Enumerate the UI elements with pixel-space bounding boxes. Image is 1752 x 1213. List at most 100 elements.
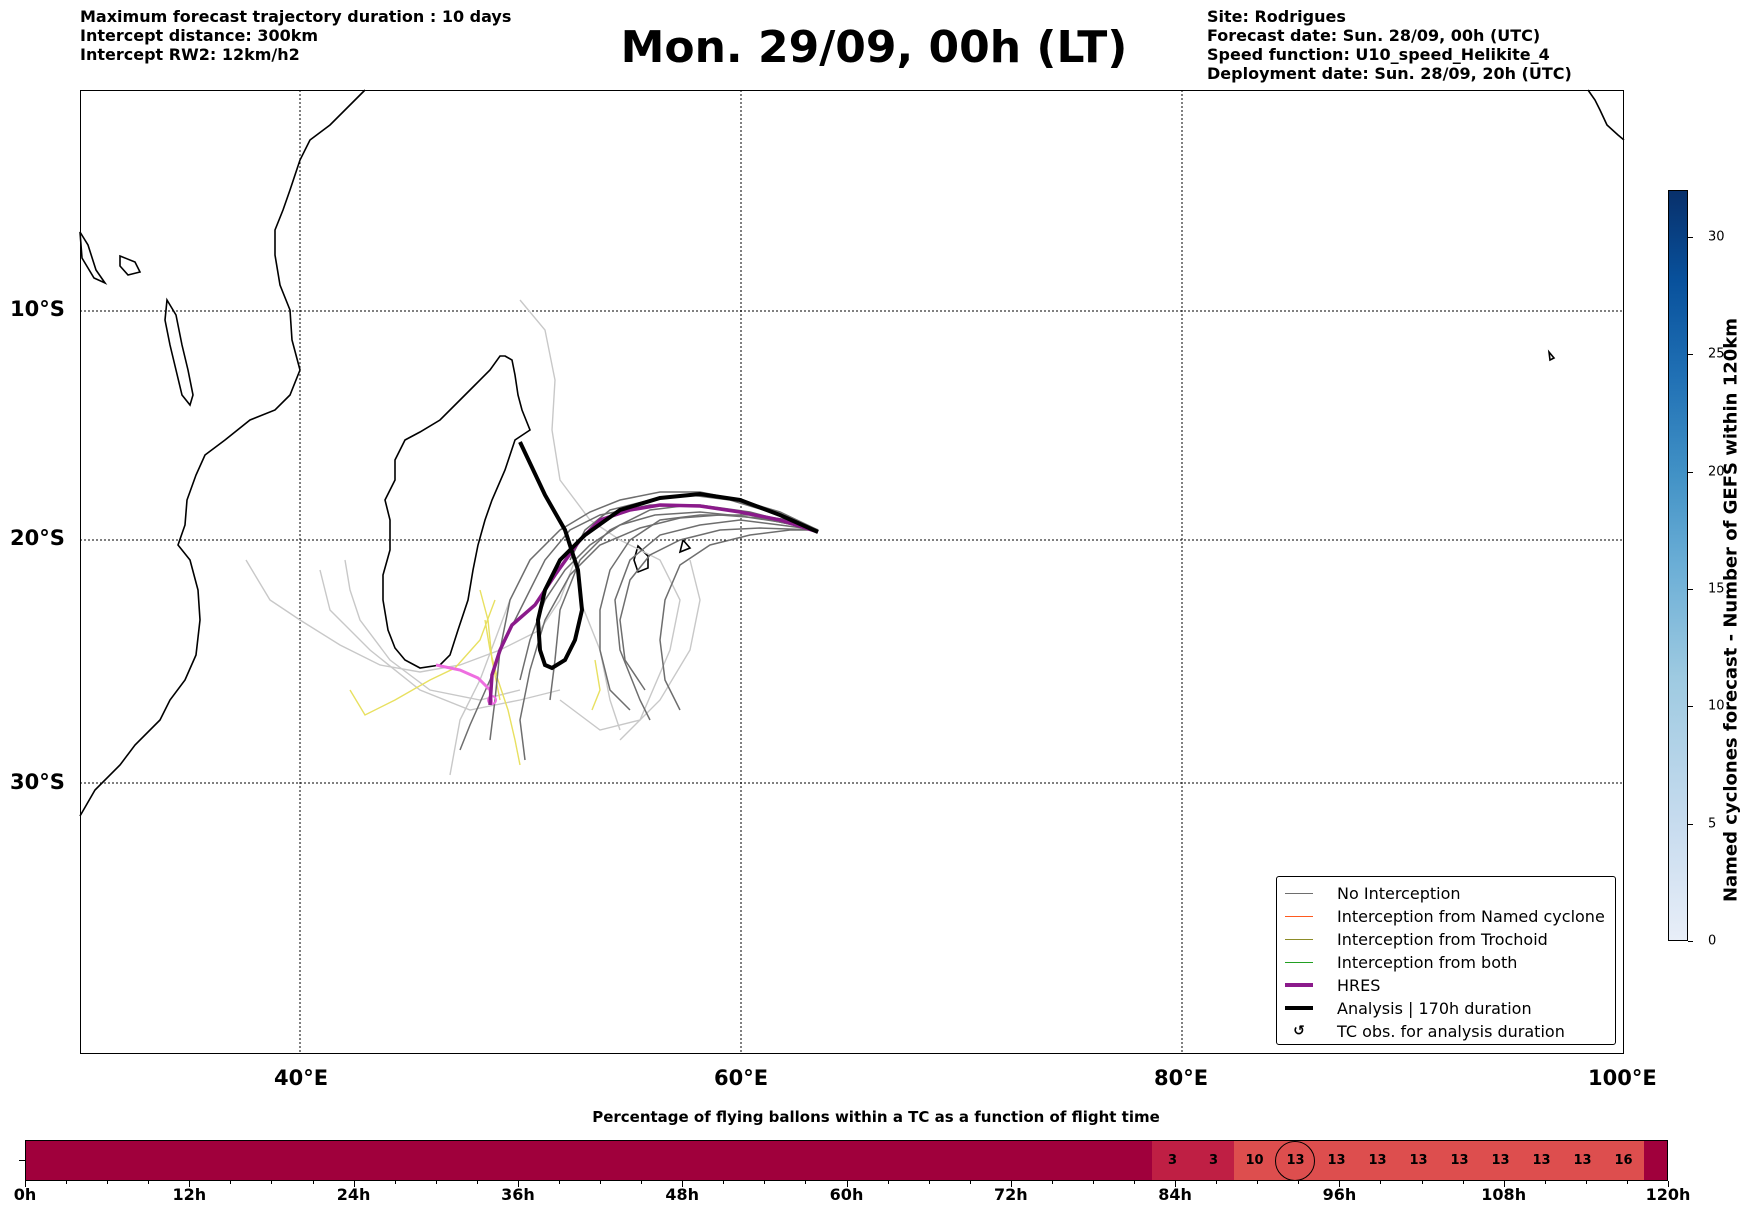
header-right: Site: Rodrigues Forecast date: Sun. 28/0… bbox=[1207, 7, 1572, 83]
legend-item-named-cyclone: Interception from Named cyclone bbox=[1285, 905, 1605, 927]
legend-label: Interception from Trochoid bbox=[1337, 929, 1548, 949]
timeline-tick-mark bbox=[1462, 1181, 1464, 1184]
forecast-date-text: Forecast date: Sun. 28/09, 00h (UTC) bbox=[1207, 26, 1541, 45]
timeline-tick-mark bbox=[1134, 1181, 1136, 1184]
lon-label-100e: 100°E bbox=[1588, 1066, 1657, 1090]
timeline-tick-mark bbox=[805, 1181, 807, 1184]
timeline-tick-mark bbox=[723, 1181, 725, 1184]
timeline-cell-value: 3 bbox=[1167, 1153, 1178, 1168]
timeline-tick-label: 108h bbox=[1481, 1185, 1527, 1204]
lon-label-60e: 60°E bbox=[714, 1066, 769, 1090]
timeline-tick-mark bbox=[846, 1181, 848, 1187]
colorbar-tick-mark bbox=[1688, 588, 1693, 590]
timeline-cell: 13 bbox=[1357, 1141, 1398, 1180]
timeline-tick-mark bbox=[1626, 1181, 1628, 1184]
island-2 bbox=[119, 254, 142, 276]
timeline-tick-mark bbox=[1544, 1181, 1546, 1184]
timeline-tick-mark bbox=[1092, 1181, 1094, 1184]
top-right-coast bbox=[1587, 89, 1625, 141]
colorbar-tick-label: 25 bbox=[1708, 346, 1725, 362]
deployment-date-text: Deployment date: Sun. 28/09, 20h (UTC) bbox=[1207, 64, 1572, 83]
legend-swatch-gray bbox=[1285, 892, 1313, 894]
legend-item-both: Interception from both bbox=[1285, 951, 1517, 973]
colorbar-tick-mark bbox=[1688, 941, 1693, 942]
timeline-tick-mark bbox=[1216, 1181, 1218, 1184]
colorbar-tick-label: 10 bbox=[1708, 698, 1725, 714]
timeline-tick-mark bbox=[66, 1181, 68, 1184]
timeline-cell: 3 bbox=[1193, 1141, 1234, 1180]
page-title: Mon. 29/09, 00h (LT) bbox=[620, 22, 1128, 73]
madagascar-coast bbox=[382, 355, 531, 669]
timeline-tick-mark bbox=[764, 1181, 766, 1184]
africa-coast bbox=[79, 89, 366, 817]
timeline-bar: 3 3 10 13 13 13 13 13 13 13 13 16 bbox=[25, 1140, 1668, 1181]
legend-swatch-orange bbox=[1285, 915, 1313, 917]
timeline-current-marker bbox=[1275, 1141, 1315, 1181]
timeline-cell: 13 bbox=[1521, 1141, 1562, 1180]
timeline-tick-mark bbox=[558, 1181, 560, 1184]
colorbar-tick-mark bbox=[1688, 236, 1693, 238]
colorbar-tick-label: 15 bbox=[1708, 581, 1725, 597]
header-left: Maximum forecast trajectory duration : 1… bbox=[80, 7, 511, 64]
colorbar-tick-mark bbox=[1688, 823, 1693, 825]
legend-item-tc-obs: ↺ TC obs. for analysis duration bbox=[1285, 1020, 1565, 1042]
colorbar-tick-label: 5 bbox=[1708, 816, 1717, 832]
legend-swatch-purple bbox=[1285, 983, 1313, 987]
lake-malawi bbox=[164, 297, 194, 407]
timeline-cell-value: 13 bbox=[1368, 1153, 1387, 1168]
timeline-tick-mark bbox=[641, 1181, 643, 1184]
timeline-cell: 13 bbox=[1398, 1141, 1439, 1180]
legend-item-trochoid: Interception from Trochoid bbox=[1285, 928, 1548, 950]
legend-swatch-green bbox=[1285, 961, 1313, 963]
timeline-cell-value: 13 bbox=[1491, 1153, 1510, 1168]
trajectories-light bbox=[245, 299, 701, 776]
timeline-tick-mark bbox=[1421, 1181, 1423, 1184]
timeline-tick-label: 96h bbox=[1322, 1185, 1357, 1204]
trajectories-yellow bbox=[349, 589, 601, 766]
site-text: Site: Rodrigues bbox=[1207, 7, 1346, 26]
map-frame bbox=[80, 90, 1624, 1054]
timeline-tick-mark bbox=[189, 1181, 191, 1187]
timeline-tick-mark bbox=[1010, 1181, 1012, 1187]
timeline-tick-label: 0h bbox=[13, 1185, 37, 1204]
timeline-cell: 13 bbox=[1562, 1141, 1603, 1180]
timeline-tick-mark bbox=[969, 1181, 971, 1184]
colorbar-tick-label: 0 bbox=[1708, 933, 1717, 949]
timeline-caption: Percentage of flying ballons within a TC… bbox=[592, 1108, 1160, 1126]
timeline-tick-mark bbox=[1175, 1181, 1177, 1187]
legend-label: HRES bbox=[1337, 975, 1381, 995]
timeline-tick-mark bbox=[476, 1181, 478, 1184]
timeline-tick-label: 72h bbox=[993, 1185, 1028, 1204]
timeline-tick-mark bbox=[600, 1181, 602, 1184]
colorbar-tick-mark bbox=[1688, 471, 1693, 473]
timeline-tick-mark bbox=[1257, 1181, 1259, 1184]
timeline-tick-mark bbox=[887, 1181, 889, 1184]
timeline-tick-mark bbox=[312, 1181, 314, 1184]
timeline-tick-mark bbox=[1503, 1181, 1505, 1187]
timeline-tick-mark bbox=[353, 1181, 355, 1187]
speed-function-text: Speed function: U10_speed_Helikite_4 bbox=[1207, 45, 1550, 64]
timeline-tick-mark bbox=[107, 1181, 109, 1184]
colorbar-tick-mark bbox=[1688, 706, 1693, 708]
lon-label-40e: 40°E bbox=[274, 1066, 329, 1090]
legend-label: Interception from both bbox=[1337, 952, 1518, 972]
colorbar bbox=[1668, 190, 1688, 941]
timeline-cell: 13 bbox=[1480, 1141, 1521, 1180]
timeline-cell-value: 10 bbox=[1245, 1153, 1264, 1168]
legend-item-analysis: Analysis | 170h duration bbox=[1285, 997, 1532, 1019]
legend-item-hres: HRES bbox=[1285, 974, 1380, 996]
timeline-tick-label: 120h bbox=[1645, 1185, 1691, 1204]
timeline-tick-mark bbox=[1051, 1181, 1053, 1184]
timeline-tick-mark bbox=[148, 1181, 150, 1184]
legend-label: Analysis | 170h duration bbox=[1337, 998, 1532, 1018]
max-duration-text: Maximum forecast trajectory duration : 1… bbox=[80, 7, 512, 26]
legend-item-no-interception: No Interception bbox=[1285, 882, 1461, 904]
colorbar-title: Named cyclones forecast - Number of GEFS… bbox=[1720, 317, 1742, 903]
small-islands bbox=[633, 349, 1556, 574]
timeline-tick-mark bbox=[1380, 1181, 1382, 1184]
timeline-tick-label: 36h bbox=[501, 1185, 535, 1204]
gridlines bbox=[80, 90, 1624, 1054]
legend-label: Interception from Named cyclone bbox=[1337, 906, 1605, 926]
lat-label-20s: 20°S bbox=[10, 526, 65, 550]
